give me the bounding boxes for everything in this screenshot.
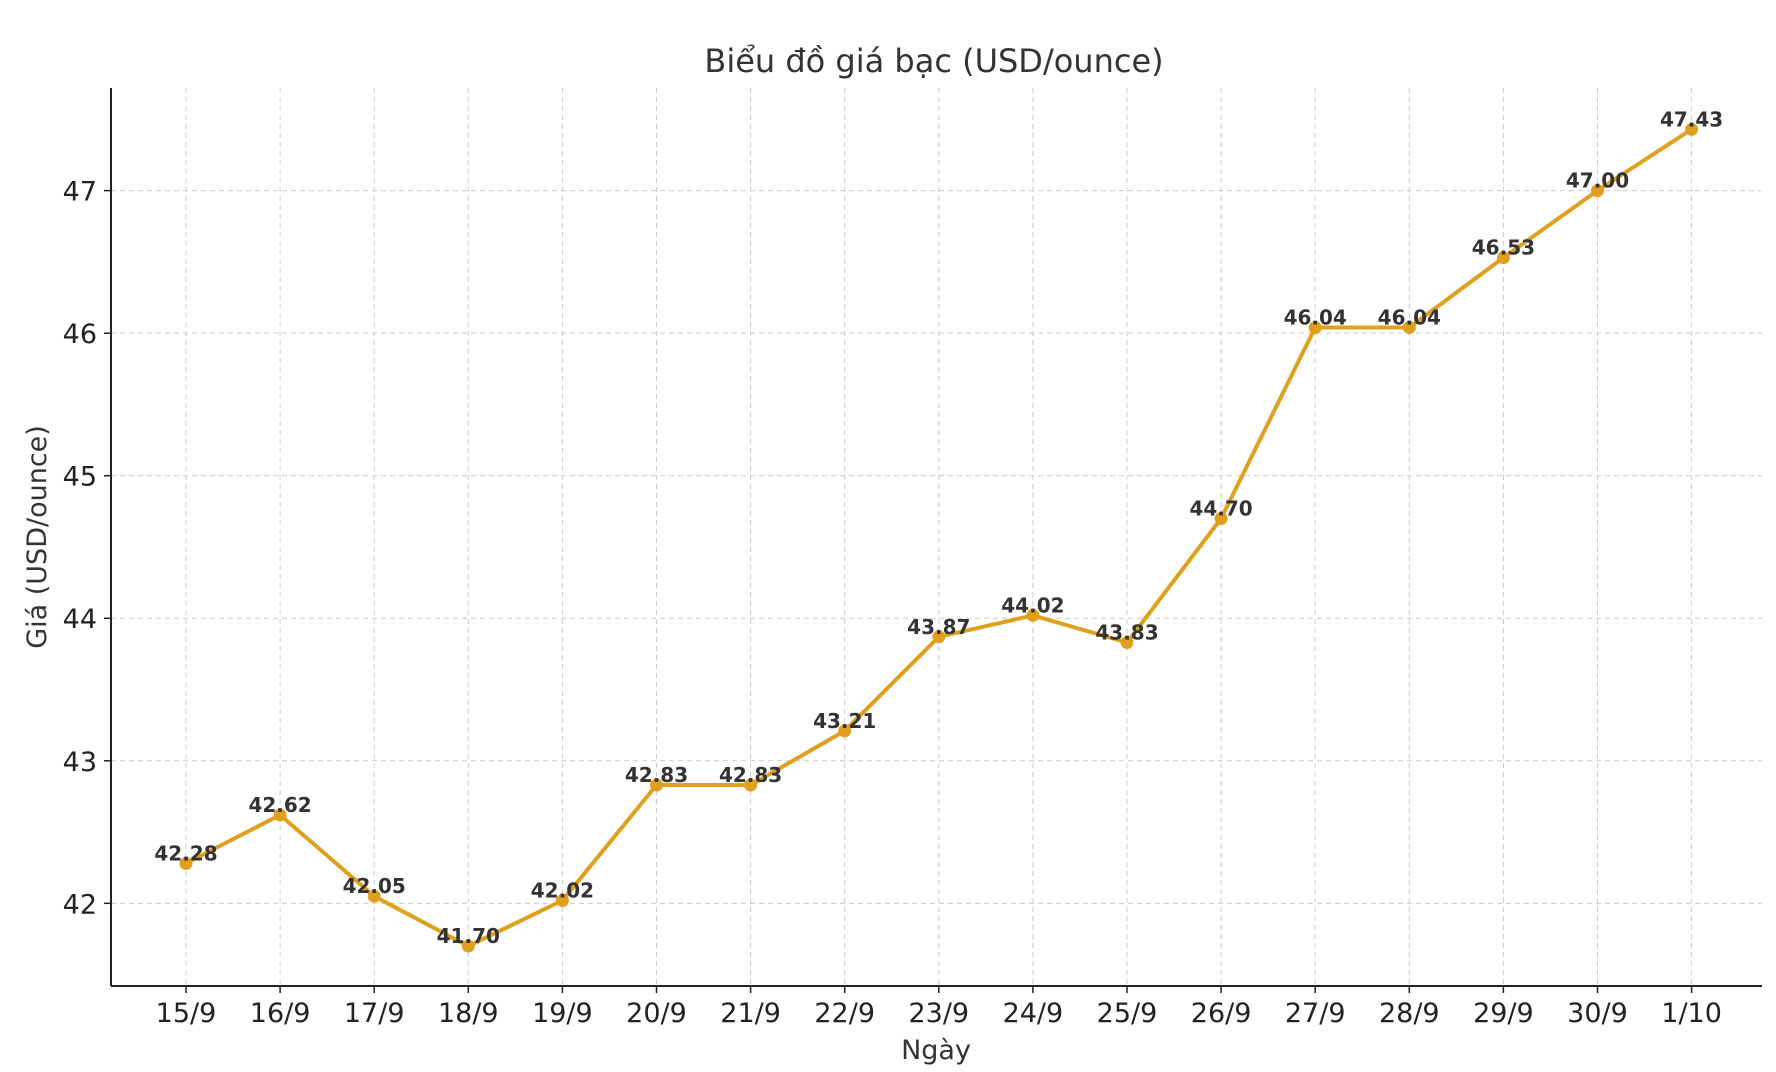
data-label: 44.02 bbox=[1001, 593, 1064, 617]
data-label: 47.00 bbox=[1566, 169, 1629, 193]
x-axis-label: Ngày bbox=[901, 1035, 971, 1066]
x-ticks: 15/9 16/9 17/9 18/9 19/9 20/9 21/9 22/9 23/9 24/9… bbox=[156, 986, 1722, 1029]
data-label: 46.04 bbox=[1284, 305, 1347, 329]
x-tick-label: 23/9 bbox=[908, 998, 969, 1029]
y-tick-label: 47 bbox=[63, 177, 97, 208]
data-label: 42.05 bbox=[343, 874, 406, 898]
data-point bbox=[1402, 320, 1416, 334]
y-tick-label: 46 bbox=[63, 319, 97, 350]
data-point bbox=[367, 889, 381, 903]
x-tick-label: 15/9 bbox=[156, 998, 217, 1029]
data-point bbox=[744, 778, 758, 792]
data-label: 42.62 bbox=[248, 793, 311, 817]
data-point bbox=[273, 808, 287, 822]
y-tick-label: 45 bbox=[63, 462, 97, 493]
data-label: 43.21 bbox=[813, 709, 876, 733]
y-axis-label: Giá (USD/ounce) bbox=[22, 425, 53, 649]
x-tick-label: 29/9 bbox=[1473, 998, 1534, 1029]
data-label: 43.87 bbox=[907, 615, 970, 639]
data-label: 42.02 bbox=[531, 878, 594, 902]
x-tick-label: 30/9 bbox=[1567, 998, 1628, 1029]
data-labels: 42.28 42.62 42.05 41.70 42.02 42.83 42.83 43.21… bbox=[154, 107, 1723, 948]
x-tick-label: 25/9 bbox=[1097, 998, 1158, 1029]
x-tick-label: 26/9 bbox=[1191, 998, 1252, 1029]
data-point bbox=[1120, 635, 1134, 649]
axes bbox=[110, 88, 1762, 987]
x-tick-label: 17/9 bbox=[344, 998, 405, 1029]
y-tick-label: 43 bbox=[63, 747, 97, 778]
data-label: 43.83 bbox=[1095, 620, 1158, 644]
data-point bbox=[1308, 320, 1322, 334]
x-tick-label: 16/9 bbox=[250, 998, 311, 1029]
x-tick-label: 19/9 bbox=[532, 998, 593, 1029]
x-tick-label: 22/9 bbox=[814, 998, 875, 1029]
data-label: 42.83 bbox=[625, 763, 688, 787]
data-label: 41.70 bbox=[437, 924, 500, 948]
data-point bbox=[838, 724, 852, 738]
y-tick-label: 42 bbox=[63, 889, 97, 920]
data-point bbox=[1026, 608, 1040, 622]
data-label: 46.04 bbox=[1378, 305, 1441, 329]
data-point bbox=[932, 630, 946, 644]
data-point bbox=[555, 893, 569, 907]
data-label: 47.43 bbox=[1660, 107, 1723, 131]
x-tick-label: 24/9 bbox=[1003, 998, 1064, 1029]
chart-title: Biểu đồ giá bạc (USD/ounce) bbox=[704, 42, 1163, 80]
data-point bbox=[1685, 122, 1699, 136]
data-point bbox=[650, 778, 663, 792]
x-tick-label: 28/9 bbox=[1379, 998, 1440, 1029]
data-point bbox=[1214, 511, 1228, 525]
y-ticks: 42 43 44 45 46 47 bbox=[63, 177, 111, 920]
x-tick-label: 20/9 bbox=[626, 998, 687, 1029]
x-tick-label: 21/9 bbox=[720, 998, 781, 1029]
x-tick-label: 27/9 bbox=[1285, 998, 1346, 1029]
grid bbox=[111, 88, 1762, 986]
data-label: 42.83 bbox=[719, 763, 782, 787]
data-points bbox=[179, 122, 1699, 953]
data-point bbox=[1591, 184, 1604, 198]
x-tick-label: 18/9 bbox=[438, 998, 499, 1029]
data-label: 46.53 bbox=[1472, 236, 1535, 260]
data-label: 42.28 bbox=[154, 841, 217, 865]
data-label: 44.70 bbox=[1189, 496, 1252, 520]
data-point bbox=[1496, 251, 1510, 265]
data-point bbox=[461, 939, 475, 953]
y-tick-label: 44 bbox=[63, 604, 97, 635]
data-point bbox=[179, 856, 193, 870]
x-tick-label: 1/10 bbox=[1661, 998, 1722, 1029]
